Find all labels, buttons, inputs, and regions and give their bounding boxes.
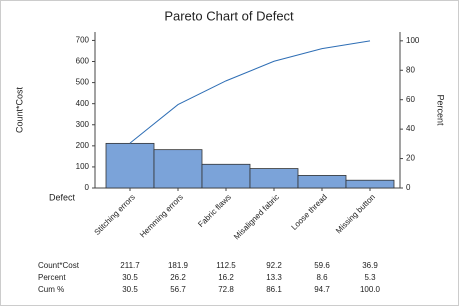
table-value: 181.9 bbox=[168, 261, 189, 270]
y-tick-label: 600 bbox=[76, 57, 90, 66]
y2-tick-label: 40 bbox=[406, 124, 415, 133]
y-tick-label: 100 bbox=[76, 162, 90, 171]
table-value: 30.5 bbox=[122, 273, 138, 282]
table-value: 92.2 bbox=[266, 261, 282, 270]
y2-tick-label: 20 bbox=[406, 154, 415, 163]
table-value: 86.1 bbox=[266, 285, 282, 294]
y2-tick-label: 0 bbox=[406, 183, 411, 192]
table-value: 30.5 bbox=[122, 285, 138, 294]
bar bbox=[297, 175, 347, 189]
table-value: 26.2 bbox=[170, 273, 186, 282]
table-value: 72.8 bbox=[218, 285, 234, 294]
bar bbox=[201, 163, 251, 189]
table-value: 13.3 bbox=[266, 273, 282, 282]
bar bbox=[153, 149, 203, 189]
bar bbox=[249, 168, 299, 189]
y2-tick-label: 60 bbox=[406, 95, 415, 104]
table-value: 36.9 bbox=[362, 261, 378, 270]
y-tick-label: 0 bbox=[85, 183, 90, 192]
bar bbox=[105, 142, 155, 189]
table-value: 59.6 bbox=[314, 261, 330, 270]
table-row-label: Cum % bbox=[38, 285, 64, 294]
table-row-label: Percent bbox=[38, 273, 66, 282]
table-row-label: Count*Cost bbox=[38, 261, 80, 270]
table-value: 94.7 bbox=[314, 285, 330, 294]
chart-title: Pareto Chart of Defect bbox=[164, 8, 294, 23]
table-value: 56.7 bbox=[170, 285, 186, 294]
y-tick-label: 300 bbox=[76, 120, 90, 129]
y-axis-label: Count*Cost bbox=[14, 86, 24, 133]
table-value: 100.0 bbox=[360, 285, 381, 294]
y2-tick-label: 80 bbox=[406, 65, 415, 74]
bar bbox=[345, 179, 395, 189]
table-value: 112.5 bbox=[216, 261, 236, 270]
cumulative-line bbox=[129, 40, 371, 144]
table-value: 16.2 bbox=[218, 273, 234, 282]
table-value: 8.6 bbox=[316, 273, 328, 282]
y-tick-label: 700 bbox=[76, 36, 90, 45]
y-tick-label: 200 bbox=[76, 141, 90, 150]
table-value: 211.7 bbox=[120, 261, 140, 270]
y2-tick-label: 100 bbox=[406, 36, 420, 45]
y2-axis-label: Percent bbox=[436, 94, 446, 126]
y-tick-label: 400 bbox=[76, 99, 90, 108]
table-value: 5.3 bbox=[364, 273, 376, 282]
y-tick-label: 500 bbox=[76, 78, 90, 87]
x-axis-label: Defect bbox=[49, 192, 76, 202]
